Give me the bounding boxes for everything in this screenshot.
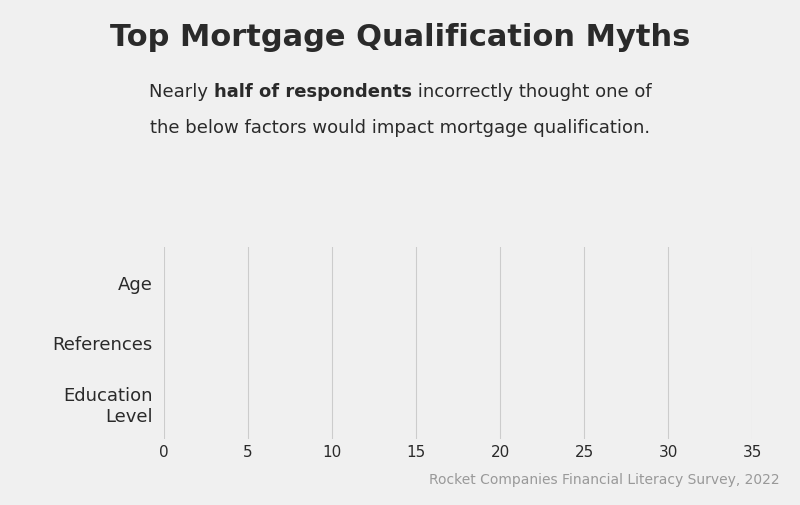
Text: the below factors would impact mortgage qualification.: the below factors would impact mortgage …: [150, 119, 650, 137]
Text: Nearly: Nearly: [149, 83, 214, 102]
Text: Rocket Companies Financial Literacy Survey, 2022: Rocket Companies Financial Literacy Surv…: [430, 473, 780, 487]
Text: half of respondents: half of respondents: [214, 83, 411, 102]
Text: incorrectly thought one of: incorrectly thought one of: [411, 83, 651, 102]
Text: Top Mortgage Qualification Myths: Top Mortgage Qualification Myths: [110, 23, 690, 52]
